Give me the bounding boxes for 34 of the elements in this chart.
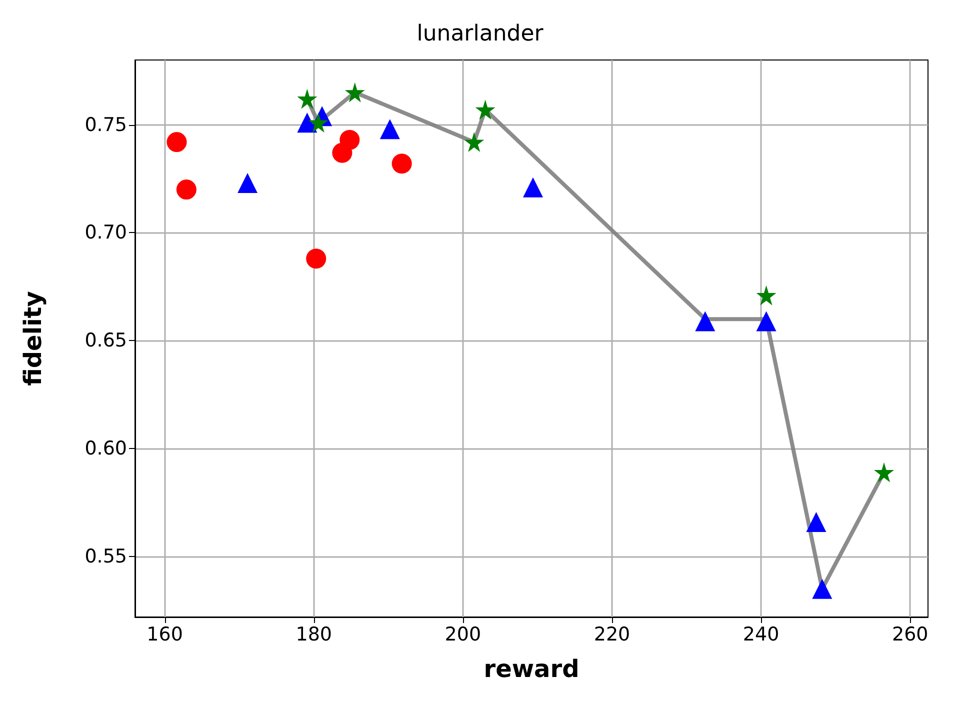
point bbox=[380, 119, 400, 140]
x-tick-label: 260 bbox=[892, 624, 928, 646]
point bbox=[695, 311, 716, 332]
y-axis-title: fidelity bbox=[19, 290, 47, 386]
point bbox=[332, 142, 352, 163]
point bbox=[522, 177, 543, 198]
y-tick-label: 0.55 bbox=[84, 546, 127, 568]
y-tick-label: 0.75 bbox=[84, 114, 127, 136]
point bbox=[308, 112, 328, 133]
point bbox=[806, 512, 826, 532]
point bbox=[297, 88, 318, 109]
chart-title: lunarlander bbox=[416, 22, 544, 46]
x-tick-label: 180 bbox=[296, 624, 332, 646]
y-tick-label: 0.65 bbox=[84, 330, 127, 352]
x-tick-label: 200 bbox=[444, 624, 482, 646]
x-axis-title: reward bbox=[484, 655, 580, 683]
point bbox=[874, 462, 894, 482]
point bbox=[812, 578, 832, 599]
point bbox=[464, 132, 484, 152]
point bbox=[475, 100, 496, 120]
x-tick-label: 220 bbox=[594, 624, 630, 646]
point bbox=[344, 82, 365, 102]
point bbox=[306, 248, 326, 269]
point bbox=[392, 154, 412, 174]
point bbox=[176, 180, 196, 200]
point bbox=[166, 132, 187, 152]
y-tick-label: 0.60 bbox=[84, 438, 127, 460]
point bbox=[756, 311, 776, 332]
x-tick-label: 160 bbox=[146, 624, 183, 646]
point bbox=[297, 112, 318, 133]
point bbox=[238, 173, 258, 194]
x-tick-label: 240 bbox=[742, 624, 780, 646]
y-tick-label: 0.70 bbox=[84, 222, 127, 244]
point bbox=[756, 285, 776, 306]
